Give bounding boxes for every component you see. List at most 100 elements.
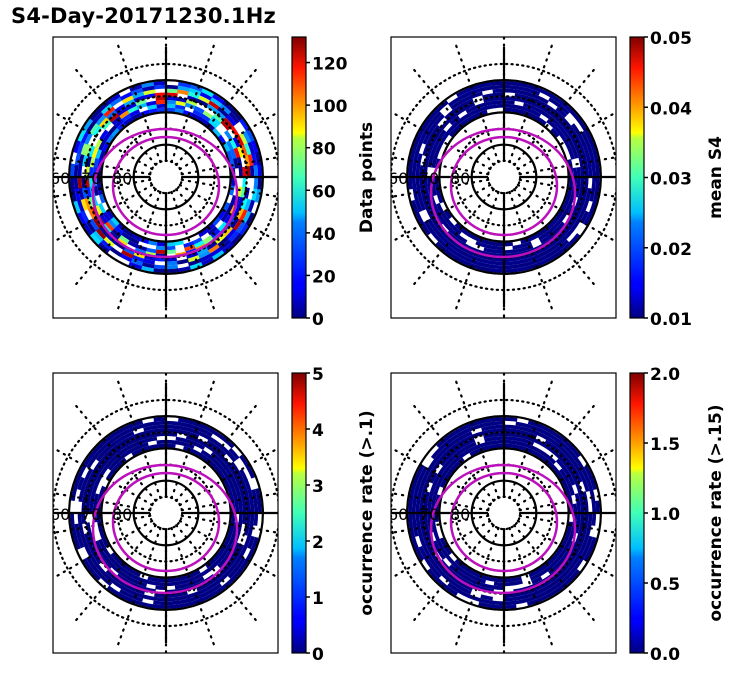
heatmap-cell <box>423 522 430 534</box>
heatmap-cell <box>408 524 416 538</box>
heatmap-cell <box>436 548 446 560</box>
colorbar-label: occurrence rate (>.1) <box>357 410 377 615</box>
heatmap-cell <box>439 455 451 467</box>
heatmap-cell <box>250 536 259 551</box>
heatmap-cell <box>416 187 423 200</box>
heatmap-cell <box>89 502 94 513</box>
heatmap-cell <box>86 456 97 469</box>
heatmap-cell <box>538 232 549 241</box>
heatmap-cell <box>73 199 81 214</box>
heatmap-cell <box>107 124 118 135</box>
heatmap-cell <box>87 543 97 556</box>
heatmap-cell <box>571 147 579 159</box>
heatmap-cell <box>573 470 583 483</box>
heatmap-cell <box>81 176 86 189</box>
heatmap-cell <box>165 578 176 583</box>
heatmap-cell <box>577 468 586 482</box>
heatmap-cell <box>146 100 158 107</box>
heatmap-cell <box>461 564 472 574</box>
heatmap-cell <box>533 438 546 447</box>
heatmap-cell <box>249 501 255 514</box>
heatmap-cell <box>524 431 538 439</box>
heatmap-cell <box>570 542 579 555</box>
heatmap-cell <box>422 468 432 481</box>
heatmap-cell <box>548 97 561 108</box>
dotted-meridian <box>391 514 490 535</box>
heatmap-cell <box>205 121 216 132</box>
heatmap-cell <box>504 436 515 441</box>
heatmap-cell <box>503 604 517 609</box>
heatmap-cell <box>113 561 124 572</box>
heatmap-cell <box>199 427 213 437</box>
heatmap-cell <box>139 445 150 453</box>
heatmap-cell <box>441 442 454 454</box>
heatmap-cell <box>116 457 127 467</box>
heatmap-cell <box>560 100 573 113</box>
dotted-meridian <box>178 111 278 171</box>
heatmap-cell <box>201 235 213 245</box>
heatmap-cell <box>104 458 115 469</box>
heatmap-cell <box>153 600 166 606</box>
heatmap-cell <box>153 596 166 602</box>
heatmap-cell <box>569 445 581 458</box>
heatmap-cell <box>136 102 148 110</box>
heatmap-cell <box>585 477 594 491</box>
heatmap-cell <box>438 439 451 451</box>
heatmap-cell <box>166 424 179 430</box>
heatmap-cell <box>102 236 115 248</box>
heatmap-cell <box>119 253 133 263</box>
heatmap-cell <box>503 260 516 266</box>
dotted-meridian <box>391 491 490 512</box>
dotted-meridian <box>453 375 500 500</box>
heatmap-cell <box>73 535 81 550</box>
heatmap-cell <box>245 548 255 562</box>
heatmap-cell <box>174 580 185 586</box>
heatmap-cell <box>153 81 167 86</box>
heatmap-cell <box>461 434 474 444</box>
polar-panel-1: 60 70 80 0 20 40 60 80 100 120 Data points <box>52 36 377 330</box>
heatmap-cell <box>201 88 215 98</box>
heatmap-cell <box>482 429 495 436</box>
heatmap-cell <box>521 106 533 114</box>
heatmap-cell <box>485 240 496 246</box>
heatmap-cell <box>411 176 417 190</box>
heatmap-cell <box>418 466 428 480</box>
heatmap-cell <box>543 241 556 251</box>
dotted-latitude-circle <box>486 495 522 531</box>
heatmap-cell <box>123 564 134 574</box>
heatmap-cell <box>543 457 554 468</box>
heatmap-cell <box>461 582 474 592</box>
heatmap-cell <box>105 470 115 481</box>
heatmap-cell <box>468 423 482 432</box>
heatmap-cell <box>85 220 96 234</box>
heatmap-cell <box>431 157 438 168</box>
heatmap-cell <box>503 581 514 587</box>
heatmap-cell <box>98 538 106 550</box>
heatmap-cell <box>536 116 547 126</box>
heatmap-cell <box>532 105 544 114</box>
heatmap-cell <box>96 176 101 187</box>
heatmap-cell <box>564 193 572 205</box>
heatmap-cell <box>503 249 515 254</box>
heatmap-cell <box>470 251 484 259</box>
heatmap-cell <box>238 209 248 222</box>
heatmap-cell <box>112 436 125 446</box>
heatmap-cell <box>202 110 214 120</box>
heatmap-cell <box>423 512 428 524</box>
heatmap-cell <box>552 234 564 245</box>
heatmap-cell <box>549 586 563 597</box>
heatmap-cell <box>98 149 106 161</box>
heatmap-cell <box>229 474 238 486</box>
heatmap-cell <box>525 591 538 599</box>
heatmap-cell <box>128 597 143 606</box>
heatmap-cell <box>196 582 209 592</box>
heatmap-cell <box>98 529 106 540</box>
heatmap-cell <box>217 209 227 220</box>
heatmap-cell <box>491 264 504 270</box>
heatmap-cell <box>131 448 142 457</box>
heatmap-cell <box>546 436 559 447</box>
plot-area: 60 70 80 <box>53 373 278 653</box>
heatmap-cell <box>215 445 227 457</box>
heatmap-cell <box>514 258 527 265</box>
